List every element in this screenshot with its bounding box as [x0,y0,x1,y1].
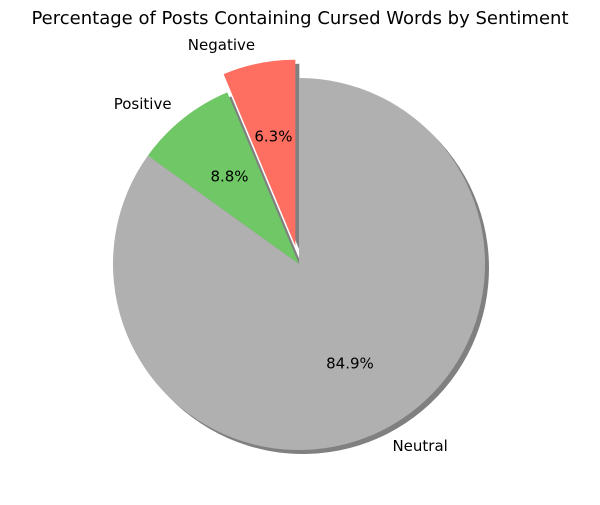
slice-percent-labels: 6.3% 8.8% 84.9% [210,127,373,372]
slice-label-positive: Positive [114,95,172,113]
slice-percent-neutral: 84.9% [326,354,374,372]
slice-percent-negative: 6.3% [254,127,292,145]
chart-title: Percentage of Posts Containing Cursed Wo… [31,8,568,29]
slice-labels: Negative Positive Neutral [114,36,448,455]
slice-negative [223,59,296,246]
slice-label-neutral: Neutral [392,437,447,455]
pie-slices [112,59,486,451]
slice-neutral [112,78,486,451]
slice-label-negative: Negative [188,36,255,54]
slice-percent-positive: 8.8% [210,168,248,186]
slice-positive [147,92,299,264]
